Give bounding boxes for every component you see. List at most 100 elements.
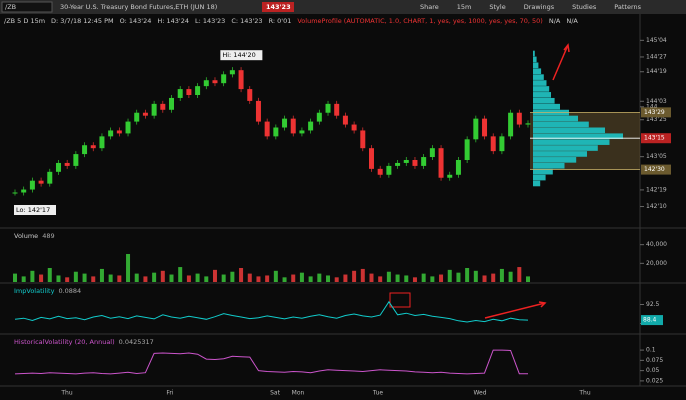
- description: 30-Year U.S. Treasury Bond Futures,ETH (…: [60, 3, 217, 11]
- volume-bar: [117, 275, 122, 282]
- volume-bar: [499, 268, 504, 282]
- candle: [238, 70, 244, 90]
- volume-bar: [247, 273, 252, 282]
- y-tick-label: 0.025: [646, 377, 663, 384]
- study-value: 0.0884: [58, 287, 81, 295]
- header-field: /ZB 5 D 15m: [4, 17, 45, 25]
- level-label: 143'29: [644, 109, 665, 116]
- last-box: [262, 2, 294, 12]
- volume-bar: [439, 274, 444, 282]
- candle: [255, 100, 261, 122]
- volume-bar: [526, 276, 530, 282]
- study-title: Volume: [14, 232, 38, 240]
- volume-bar: [13, 273, 17, 282]
- volume-bar: [30, 270, 35, 282]
- toolbar-button[interactable]: Patterns: [614, 3, 641, 11]
- volume-bar: [273, 270, 278, 282]
- candle: [421, 157, 427, 166]
- profile-bar: [533, 97, 555, 104]
- candle: [325, 103, 331, 113]
- profile-bar: [533, 151, 587, 157]
- symbol-box[interactable]: [1, 1, 53, 13]
- profile-bar: [533, 174, 546, 181]
- candle: [12, 192, 18, 194]
- annotation-arrowhead: [563, 43, 570, 53]
- header-field: VolumeProfile (AUTOMATIC, 1.0, CHART, 1,…: [297, 17, 543, 25]
- volume-bar: [447, 269, 452, 282]
- candle: [247, 89, 253, 101]
- volume-bar: [421, 273, 426, 282]
- level-tag: [641, 164, 671, 175]
- candle: [160, 103, 166, 110]
- y-tick-label: 92.5: [646, 301, 660, 308]
- volume-bar: [160, 270, 165, 282]
- x-tick-label: Wed: [473, 390, 486, 397]
- candle: [142, 112, 148, 116]
- volume-bar: [134, 273, 139, 282]
- annotation-arrow: [484, 302, 546, 319]
- candle: [273, 127, 279, 137]
- volume-bar: [517, 267, 522, 282]
- volume-bar: [239, 268, 244, 282]
- y-tick-label: 142'19: [646, 186, 667, 193]
- profile-bar: [533, 121, 589, 128]
- x-tick-label: Thu: [60, 390, 72, 397]
- candle: [177, 89, 183, 98]
- candle: [64, 162, 70, 166]
- volume-bar: [456, 272, 461, 282]
- volume-bar: [317, 273, 322, 282]
- candle: [282, 118, 288, 128]
- candle: [464, 139, 470, 160]
- toolbar-button[interactable]: Style: [489, 3, 505, 11]
- candle: [290, 118, 296, 134]
- y-tick-label: 144'27: [646, 53, 667, 60]
- y-tick-label: 20,000: [646, 260, 667, 267]
- volume-bar: [230, 271, 235, 282]
- volume-bar: [491, 273, 496, 282]
- level-label: 143'15: [644, 135, 665, 142]
- candle: [395, 162, 401, 166]
- candle: [351, 124, 357, 131]
- volume-bar: [195, 273, 200, 282]
- x-tick-label: Mon: [292, 390, 305, 397]
- volume-bar: [343, 274, 348, 282]
- x-tick-label: Fri: [166, 390, 173, 397]
- symbol[interactable]: /ZB: [5, 3, 16, 11]
- header-field: L: 143'23: [195, 17, 225, 25]
- profile-bar: [533, 115, 578, 122]
- volume-bar: [126, 254, 131, 282]
- candle: [482, 118, 488, 137]
- volume-bar: [256, 276, 261, 282]
- volume-bar: [282, 277, 287, 282]
- volume-bar: [265, 275, 270, 282]
- profile-bar: [533, 86, 550, 92]
- y-tick-label: 142'10: [646, 203, 667, 210]
- toolbar-button[interactable]: Drawings: [524, 3, 555, 11]
- volume-bar: [186, 275, 191, 282]
- x-tick-label: Sat: [270, 390, 280, 397]
- study-value: 0.0425317: [119, 338, 154, 346]
- candle: [38, 180, 44, 184]
- volume-bar: [369, 273, 374, 282]
- y-tick-label: 143'05: [646, 153, 667, 160]
- value-tag-label: 88.4: [643, 317, 657, 324]
- y-tick-label: 0.05: [646, 367, 660, 374]
- toolbar-button[interactable]: 15m: [457, 3, 472, 11]
- candle: [499, 136, 505, 152]
- volume-bar: [473, 270, 478, 282]
- header-field: H: 143'24: [157, 17, 189, 25]
- header-field: R: 0'01: [269, 17, 292, 25]
- volume-bar: [465, 268, 470, 282]
- candle: [429, 148, 435, 158]
- volume-bar: [404, 275, 409, 282]
- profile-bar: [533, 103, 560, 110]
- volume-bar: [91, 276, 96, 282]
- toolbar-button[interactable]: Share: [420, 3, 439, 11]
- candle: [186, 89, 192, 95]
- volume-bar: [143, 276, 148, 282]
- toolbar-button[interactable]: Studies: [572, 3, 597, 11]
- volume-bar: [82, 273, 87, 282]
- volume-bar: [56, 275, 61, 282]
- volume-bar: [178, 267, 183, 282]
- volume-bar: [308, 276, 313, 282]
